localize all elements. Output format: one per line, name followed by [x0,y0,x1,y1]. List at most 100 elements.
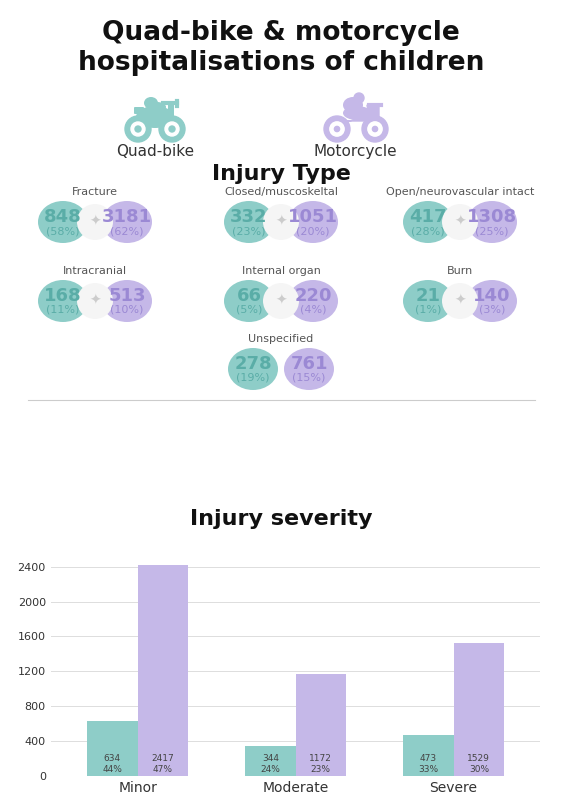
Bar [245,746,296,776]
Text: ✦: ✦ [89,294,101,308]
Bar [87,721,137,776]
Circle shape [135,126,141,132]
Text: 344
24%: 344 24% [260,754,280,774]
Circle shape [159,116,185,142]
Text: ✦: ✦ [89,215,101,229]
Text: ✦: ✦ [454,294,466,308]
Ellipse shape [403,201,453,243]
Ellipse shape [284,348,334,390]
Text: 417: 417 [409,208,447,226]
Text: 220: 220 [294,287,332,305]
Ellipse shape [467,280,517,322]
Text: 1529
30%: 1529 30% [467,754,490,774]
Text: (4%): (4%) [300,305,326,315]
Text: ✦: ✦ [275,294,287,308]
Text: Motorcycle: Motorcycle [313,144,397,159]
Text: 2417
47%: 2417 47% [151,754,174,774]
Ellipse shape [224,280,274,322]
Ellipse shape [467,201,517,243]
Text: Quad-bike: Quad-bike [116,144,194,159]
Text: Injury Type: Injury Type [212,164,350,184]
Ellipse shape [442,204,478,240]
Text: ✦: ✦ [275,215,287,229]
Text: Burn: Burn [447,266,473,276]
Ellipse shape [136,106,174,128]
Ellipse shape [102,201,152,243]
Circle shape [131,122,145,136]
Circle shape [368,122,382,136]
Circle shape [125,116,151,142]
FancyBboxPatch shape [134,107,144,114]
Text: 21: 21 [415,287,440,305]
Ellipse shape [343,97,363,113]
Text: 278: 278 [234,355,272,373]
Ellipse shape [403,280,453,322]
Text: Open/neurovascular intact: Open/neurovascular intact [386,187,534,197]
Ellipse shape [442,283,478,319]
Text: 66: 66 [236,287,261,305]
Ellipse shape [263,204,299,240]
Circle shape [334,127,339,131]
Text: 634
44%: 634 44% [102,754,122,774]
Circle shape [372,127,378,131]
Text: 3181: 3181 [102,208,152,226]
Circle shape [165,122,179,136]
Bar [403,735,454,776]
Text: (3%): (3%) [479,305,505,315]
Polygon shape [367,105,379,117]
Text: (25%): (25%) [475,226,509,236]
Text: 513: 513 [108,287,146,305]
Ellipse shape [288,201,338,243]
Text: Intracranial: Intracranial [63,266,127,276]
Text: (11%): (11%) [46,305,80,315]
FancyBboxPatch shape [168,104,174,118]
Polygon shape [331,117,377,121]
Text: Unspecified: Unspecified [248,334,314,344]
Ellipse shape [144,97,158,109]
Text: Closed/muscoskeltal: Closed/muscoskeltal [224,187,338,197]
Ellipse shape [224,201,274,243]
Text: Fracture: Fracture [72,187,118,197]
Ellipse shape [102,280,152,322]
Text: ✦: ✦ [454,215,466,229]
Ellipse shape [263,283,299,319]
Text: 1172
23%: 1172 23% [310,754,332,774]
Text: (19%): (19%) [236,373,270,383]
Ellipse shape [228,348,278,390]
Text: (15%): (15%) [292,373,325,383]
Circle shape [362,116,388,142]
Ellipse shape [38,280,88,322]
Text: (10%): (10%) [110,305,144,315]
Bar [296,674,346,776]
Ellipse shape [343,106,371,120]
Text: 473
33%: 473 33% [418,754,439,774]
Ellipse shape [77,283,113,319]
Ellipse shape [38,201,88,243]
Circle shape [169,126,175,132]
Text: 168: 168 [44,287,82,305]
Text: 140: 140 [473,287,511,305]
Text: 761: 761 [291,355,328,373]
Text: 848: 848 [44,208,82,226]
Circle shape [354,93,364,103]
Ellipse shape [77,204,113,240]
Bar [454,642,504,776]
Ellipse shape [148,102,166,112]
Text: Internal organ: Internal organ [242,266,320,276]
Text: Injury severity: Injury severity [190,509,373,529]
Circle shape [324,116,350,142]
Text: (20%): (20%) [296,226,330,236]
Text: 1051: 1051 [288,208,338,226]
Text: (62%): (62%) [110,226,144,236]
Text: (23%): (23%) [233,226,266,236]
Text: 1308: 1308 [467,208,517,226]
Circle shape [330,122,344,136]
Text: (28%): (28%) [411,226,445,236]
Text: (5%): (5%) [236,305,262,315]
Bar [137,565,188,776]
Text: 332: 332 [230,208,268,226]
Text: (58%): (58%) [46,226,80,236]
Ellipse shape [288,280,338,322]
Text: Quad-bike & motorcycle
hospitalisations of children: Quad-bike & motorcycle hospitalisations … [78,20,484,76]
Text: (1%): (1%) [415,305,441,315]
